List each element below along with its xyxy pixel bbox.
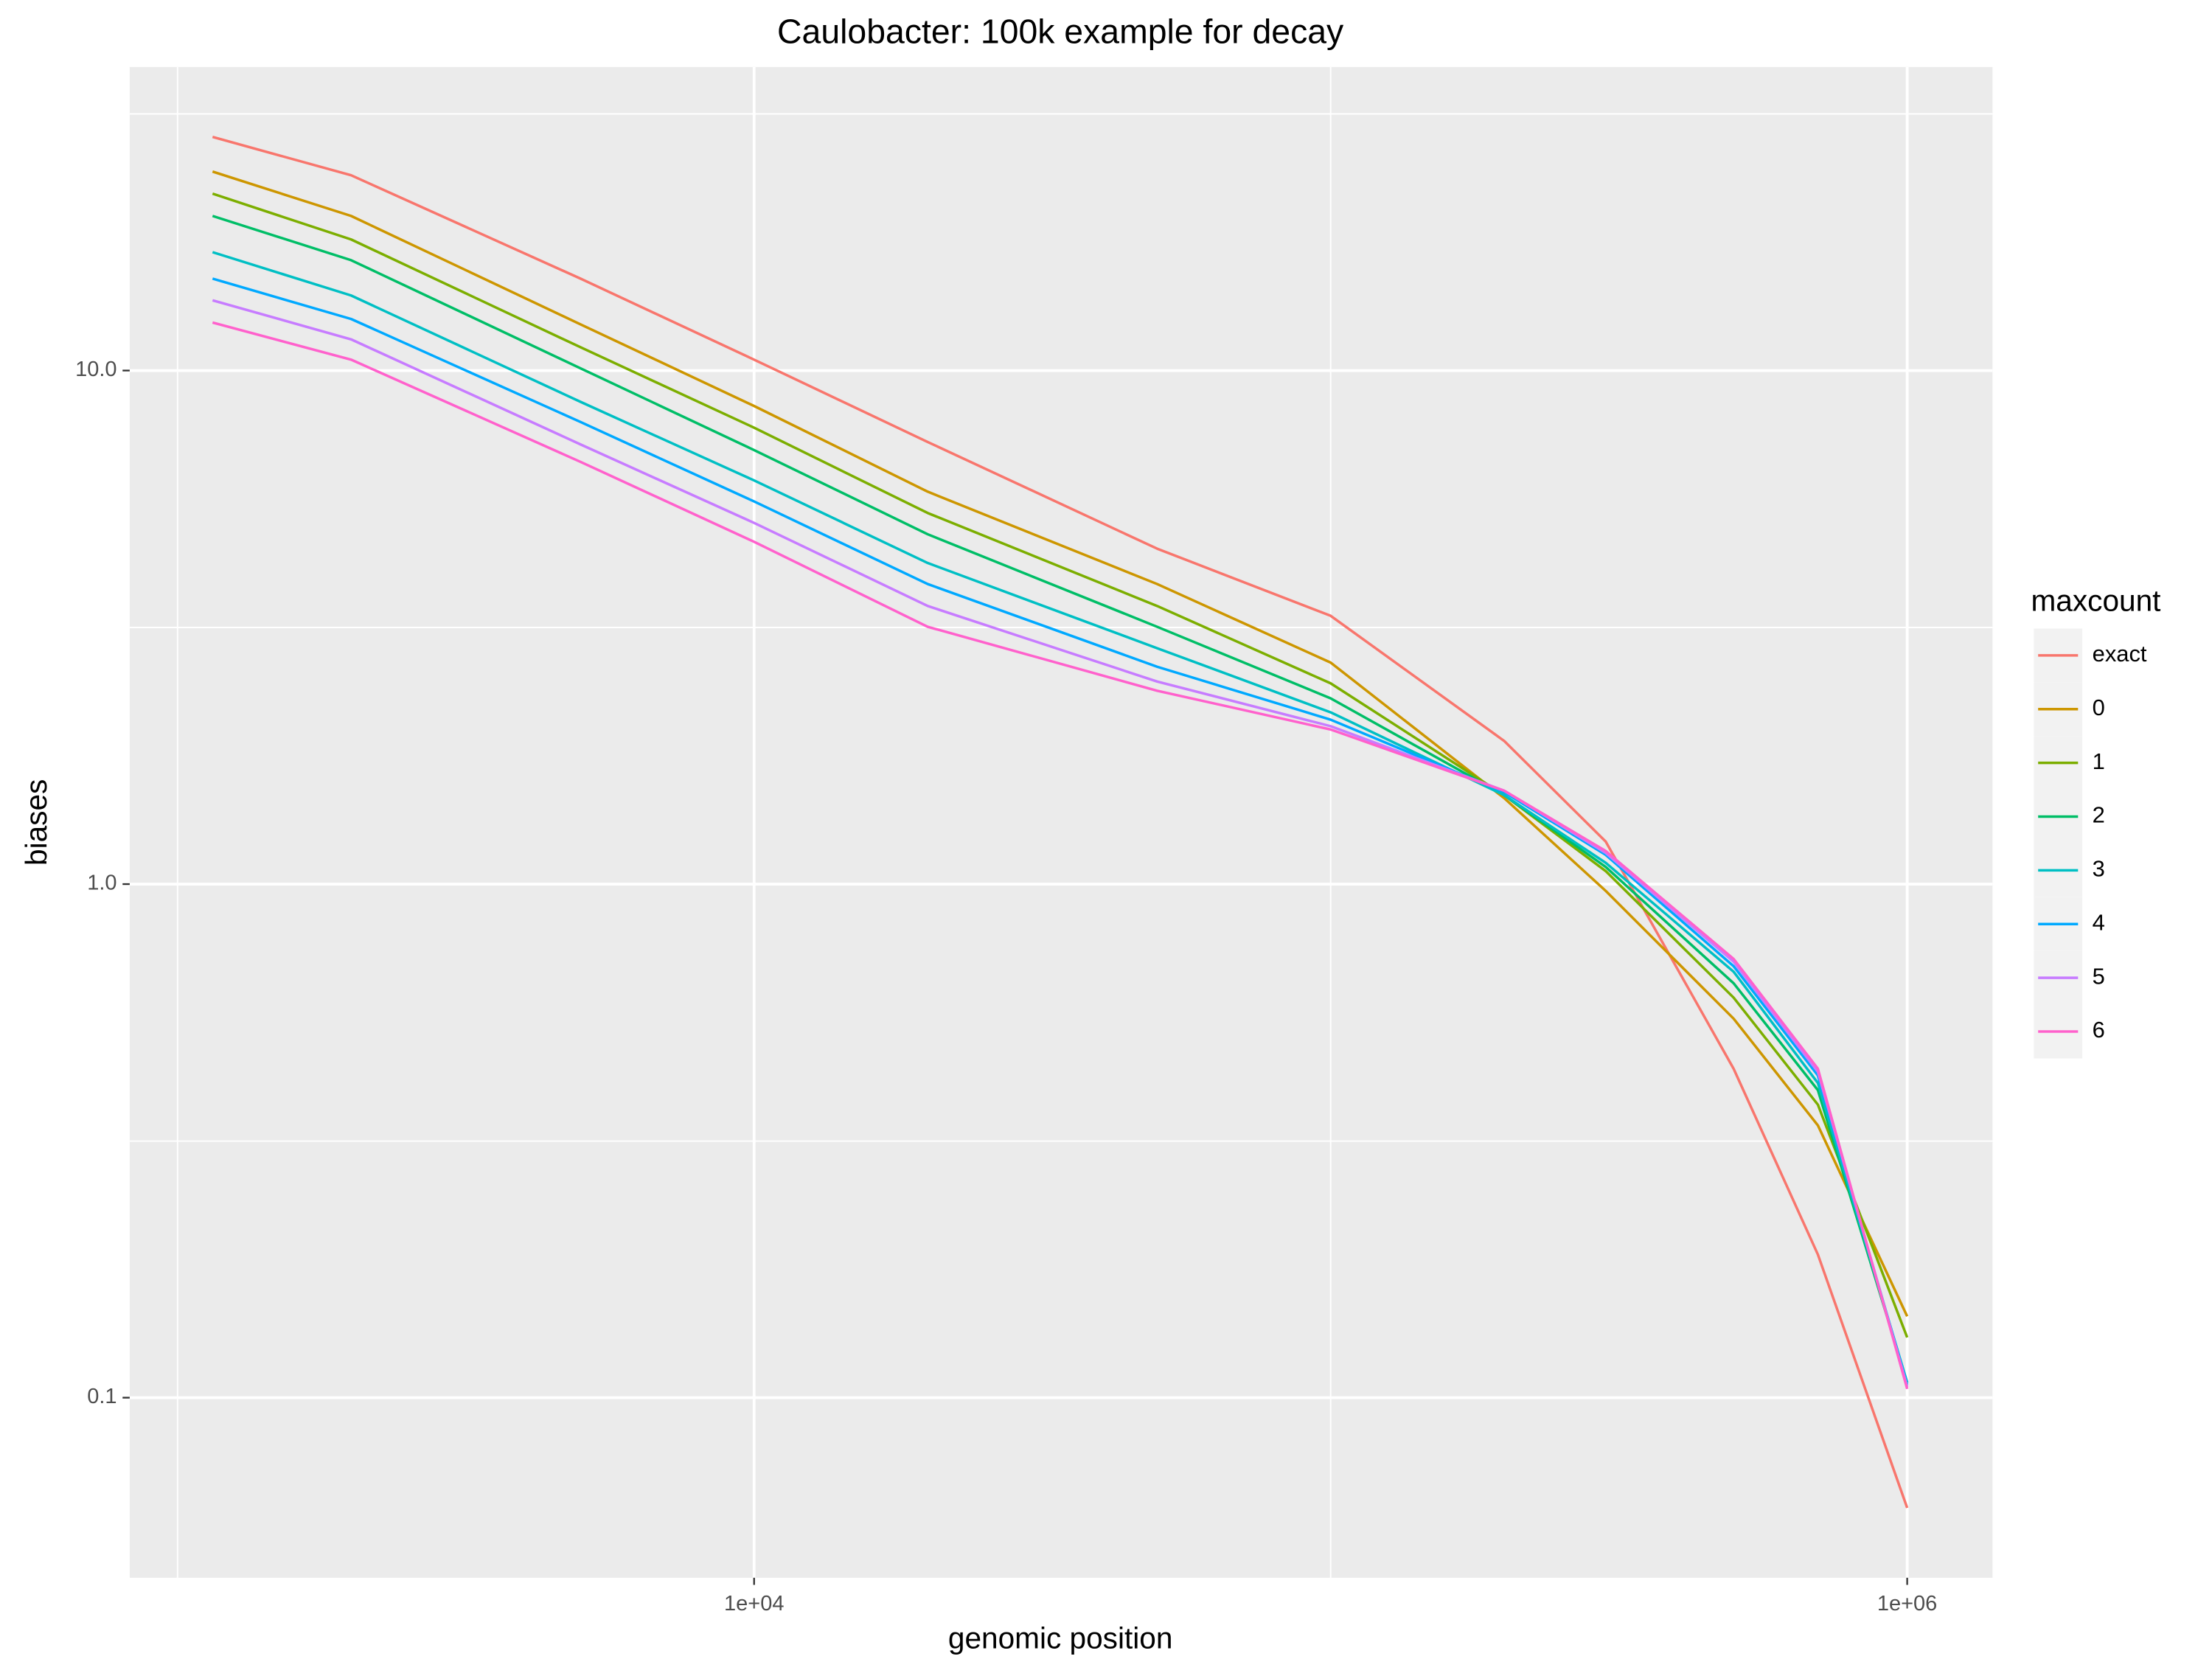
x-tick-label: 1e+06 (1877, 1592, 1937, 1615)
legend-label: exact (2093, 641, 2147, 667)
x-tick-label: 1e+04 (724, 1592, 784, 1615)
legend-label: 3 (2093, 856, 2105, 882)
chart-title: Caulobacter: 100k example for decay (777, 13, 1344, 51)
series-line (212, 192, 1909, 1338)
y-tick-label: 10.0 (75, 358, 116, 381)
y-axis-label: biases (19, 779, 53, 866)
series-line (212, 277, 1909, 1385)
series-line (212, 299, 1909, 1388)
series-line (212, 136, 1909, 1509)
panel (129, 66, 1993, 1578)
series-line (212, 321, 1909, 1390)
legend-label: 6 (2093, 1017, 2105, 1043)
legend-title: maxcount (2031, 583, 2161, 617)
legend-label: 0 (2093, 695, 2105, 720)
legend-label: 1 (2093, 748, 2105, 774)
series-line (212, 251, 1909, 1383)
series-line (212, 170, 1909, 1318)
legend-label: 5 (2093, 963, 2105, 989)
series-line (212, 215, 1909, 1383)
legend-label: 2 (2093, 802, 2105, 828)
legend-label: 4 (2093, 909, 2105, 935)
y-tick-label: 1.0 (87, 872, 116, 895)
x-axis-label: genomic position (948, 1621, 1173, 1655)
y-tick-label: 0.1 (87, 1385, 116, 1408)
